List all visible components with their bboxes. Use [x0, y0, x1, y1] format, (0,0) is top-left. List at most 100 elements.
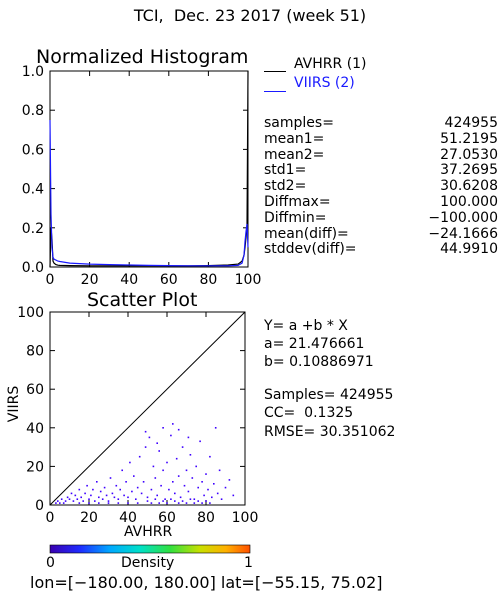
scatter-point: [109, 477, 112, 479]
scatter-point: [62, 502, 65, 504]
scatter-frame: [49, 311, 246, 506]
scatter-point: [136, 502, 139, 504]
scatter-point: [146, 500, 149, 502]
stat-label: std1=: [264, 162, 307, 179]
scatter-point: [66, 496, 69, 499]
stat-label: samples=: [264, 115, 334, 131]
scatter-point: [59, 502, 61, 504]
scatter-point: [86, 484, 88, 487]
colorbar: [49, 544, 251, 554]
scatter-point: [82, 500, 84, 502]
histogram-plot: 0 20 40 60 80 100 0.0 0.2 0.4 0.6 0.8 1.0: [22, 64, 262, 288]
stat-label: stddev(diff)=: [264, 241, 357, 258]
x-tick-label: 20: [80, 510, 98, 526]
scatter-point: [76, 498, 79, 500]
regression-rmse: RMSE= 30.351062: [264, 424, 396, 440]
scatter-point: [111, 492, 114, 495]
y-tick-label: 0.8: [22, 103, 44, 119]
histogram-title: Normalized Histogram: [36, 46, 249, 68]
scatter-point: [136, 486, 139, 489]
stat-value: 44.9910: [440, 241, 498, 258]
legend-label-viirs: VIIRS (2): [294, 75, 355, 91]
scatter-point: [119, 488, 121, 491]
x-tick-label: 80: [197, 510, 215, 526]
scatter-point: [90, 494, 92, 497]
scatter-point: [78, 488, 81, 491]
scatter-point: [68, 498, 71, 500]
x-tick-label: 40: [120, 272, 138, 288]
scatter-point: [131, 490, 133, 493]
scatter-point: [168, 488, 170, 491]
series-avhrr-line: [49, 70, 249, 268]
x-tick-label: 40: [119, 510, 137, 526]
scatter-point: [183, 484, 186, 487]
scatter-point: [213, 483, 215, 485]
scatter-point: [133, 475, 135, 477]
y-tick-label: 0.4: [22, 182, 44, 198]
scatter-point: [154, 498, 157, 500]
scatter-point: [172, 481, 174, 483]
y-tick-label: 100: [17, 305, 44, 321]
scatter-point: [125, 481, 127, 483]
stat-value: 30.6208: [440, 178, 498, 195]
scatter-point: [189, 498, 192, 500]
scatter-point: [123, 494, 125, 497]
scatter-point: [105, 494, 108, 497]
scatter-x-axis-label: AVHRR: [124, 524, 173, 540]
scatter-point: [201, 502, 203, 504]
scatter-point: [103, 486, 106, 489]
scatter-point: [72, 500, 75, 502]
scatter-point: [156, 442, 158, 444]
y-tick-label: 1.0: [22, 64, 44, 80]
scatter-point: [193, 498, 196, 500]
scatter-point: [144, 446, 147, 448]
scatter-point: [140, 492, 143, 495]
x-tick-label: 100: [232, 510, 259, 526]
scatter-point: [224, 486, 227, 489]
scatter-point: [175, 457, 178, 460]
scatter-point: [117, 502, 120, 504]
scatter-point: [84, 492, 86, 495]
scatter-point: [107, 502, 110, 504]
scatter-point: [177, 475, 180, 477]
stat-label: mean2=: [264, 146, 325, 163]
scatter-point: [214, 427, 217, 429]
scatter-point: [98, 496, 100, 499]
one-to-one-line: [49, 311, 246, 506]
scatter-point: [127, 502, 129, 504]
scatter-point: [158, 502, 160, 504]
scatter-point: [162, 427, 164, 429]
scatter-point: [191, 477, 194, 479]
stat-label: Diffmin=: [264, 209, 327, 226]
scatter-point: [129, 461, 131, 464]
scatter-point: [158, 450, 160, 452]
y-tick-label: 0: [35, 498, 44, 514]
scatter-point: [199, 440, 201, 443]
footer-coords: lon=[−180.00, 180.00] lat=[−55.15, 75.02…: [30, 573, 383, 592]
scatter-title: Scatter Plot: [87, 289, 198, 311]
page-title: TCI, Dec. 23 2017 (week 51): [133, 6, 367, 25]
legend-label-avhrr: AVHRR (1): [294, 56, 367, 72]
scatter-point: [220, 498, 223, 500]
x-tick-label: 100: [235, 272, 262, 288]
scatter-point: [64, 500, 67, 502]
x-tick-label: 60: [160, 272, 178, 288]
scatter-point: [80, 496, 82, 499]
scatter-point: [150, 502, 153, 504]
scatter-point: [152, 465, 155, 468]
y-tick-label: 60: [26, 382, 44, 398]
y-tick-label: 80: [26, 344, 44, 360]
histogram-frame: [49, 70, 249, 268]
scatter-point: [78, 502, 81, 504]
regression-equation: Y= a +b * X: [264, 318, 348, 334]
scatter-point: [232, 494, 235, 497]
x-tick-label: 60: [158, 510, 176, 526]
scatter-point: [174, 492, 176, 495]
scatter-point: [74, 494, 77, 497]
stat-value: 100.000: [440, 194, 498, 210]
regression-cc: CC= 0.1325: [264, 405, 354, 421]
scatter-point: [99, 490, 102, 493]
scatter-point: [96, 481, 98, 483]
scatter-point: [154, 477, 157, 479]
